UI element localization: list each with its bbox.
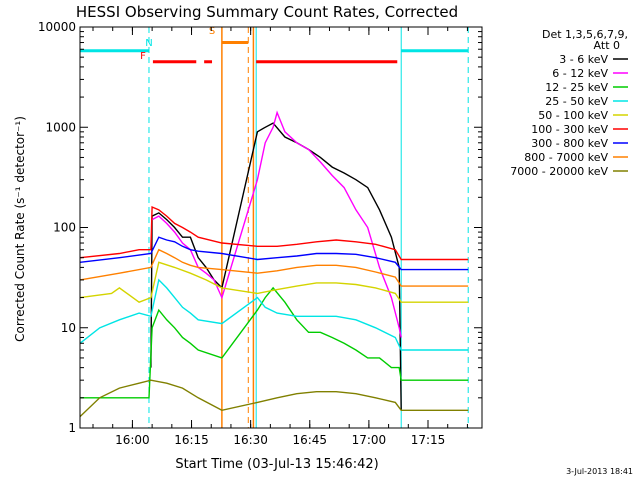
legend-label: 7000 - 20000 keV [510,165,608,178]
legend-label: 100 - 300 keV [531,123,608,136]
x-tick-label: 16:30 [233,433,268,447]
x-tick-label: 16:45 [292,433,327,447]
legend-header-line2: Att 0 [594,39,620,52]
series-line-7 [79,248,469,287]
legend-label: 12 - 25 keV [545,81,608,94]
x-tick-label: 16:00 [115,433,150,447]
legend-header-line1: Det 1,3,5,6,7,9, [542,28,628,41]
series-line-6 [79,236,469,271]
y-tick-label: 10000 [38,20,76,34]
x-tick-label: 16:15 [174,433,209,447]
series-line-2 [80,286,469,399]
x-tick-label: 17:15 [411,433,446,447]
plot-frame [79,26,483,429]
y-tick-label: 1 [68,421,76,435]
series-line-5 [79,205,469,261]
series-line-3 [79,278,469,351]
legend-label: 3 - 6 keV [559,53,608,66]
y-tick-label: 100 [53,221,76,235]
annotation-label: F [140,51,146,62]
x-tick-label: 17:00 [352,433,387,447]
legend-label: 50 - 100 keV [538,109,608,122]
series-line-1 [151,110,402,338]
legend-label: 6 - 12 keV [552,67,608,80]
chart-title: HESSI Observing Summary Count Rates, Cor… [76,3,458,21]
legend-label: 300 - 800 keV [531,137,608,150]
annotation-label: S [209,26,215,37]
y-tick-label: 10 [61,321,76,335]
y-tick-label: 1000 [45,120,76,134]
series-line-4 [79,261,469,303]
series-line-8 [79,379,469,418]
annotation-label: N [145,38,152,49]
footer-timestamp: 3-Jul-2013 18:41 [566,467,633,476]
x-axis-label: Start Time (03-Jul-13 15:46:42) [175,457,378,472]
y-axis-label: Corrected Count Rate (s⁻¹ detector⁻¹) [13,116,27,342]
legend-label: 25 - 50 keV [545,95,608,108]
legend-label: 800 - 7000 keV [524,151,608,164]
series-line-0 [150,122,402,411]
